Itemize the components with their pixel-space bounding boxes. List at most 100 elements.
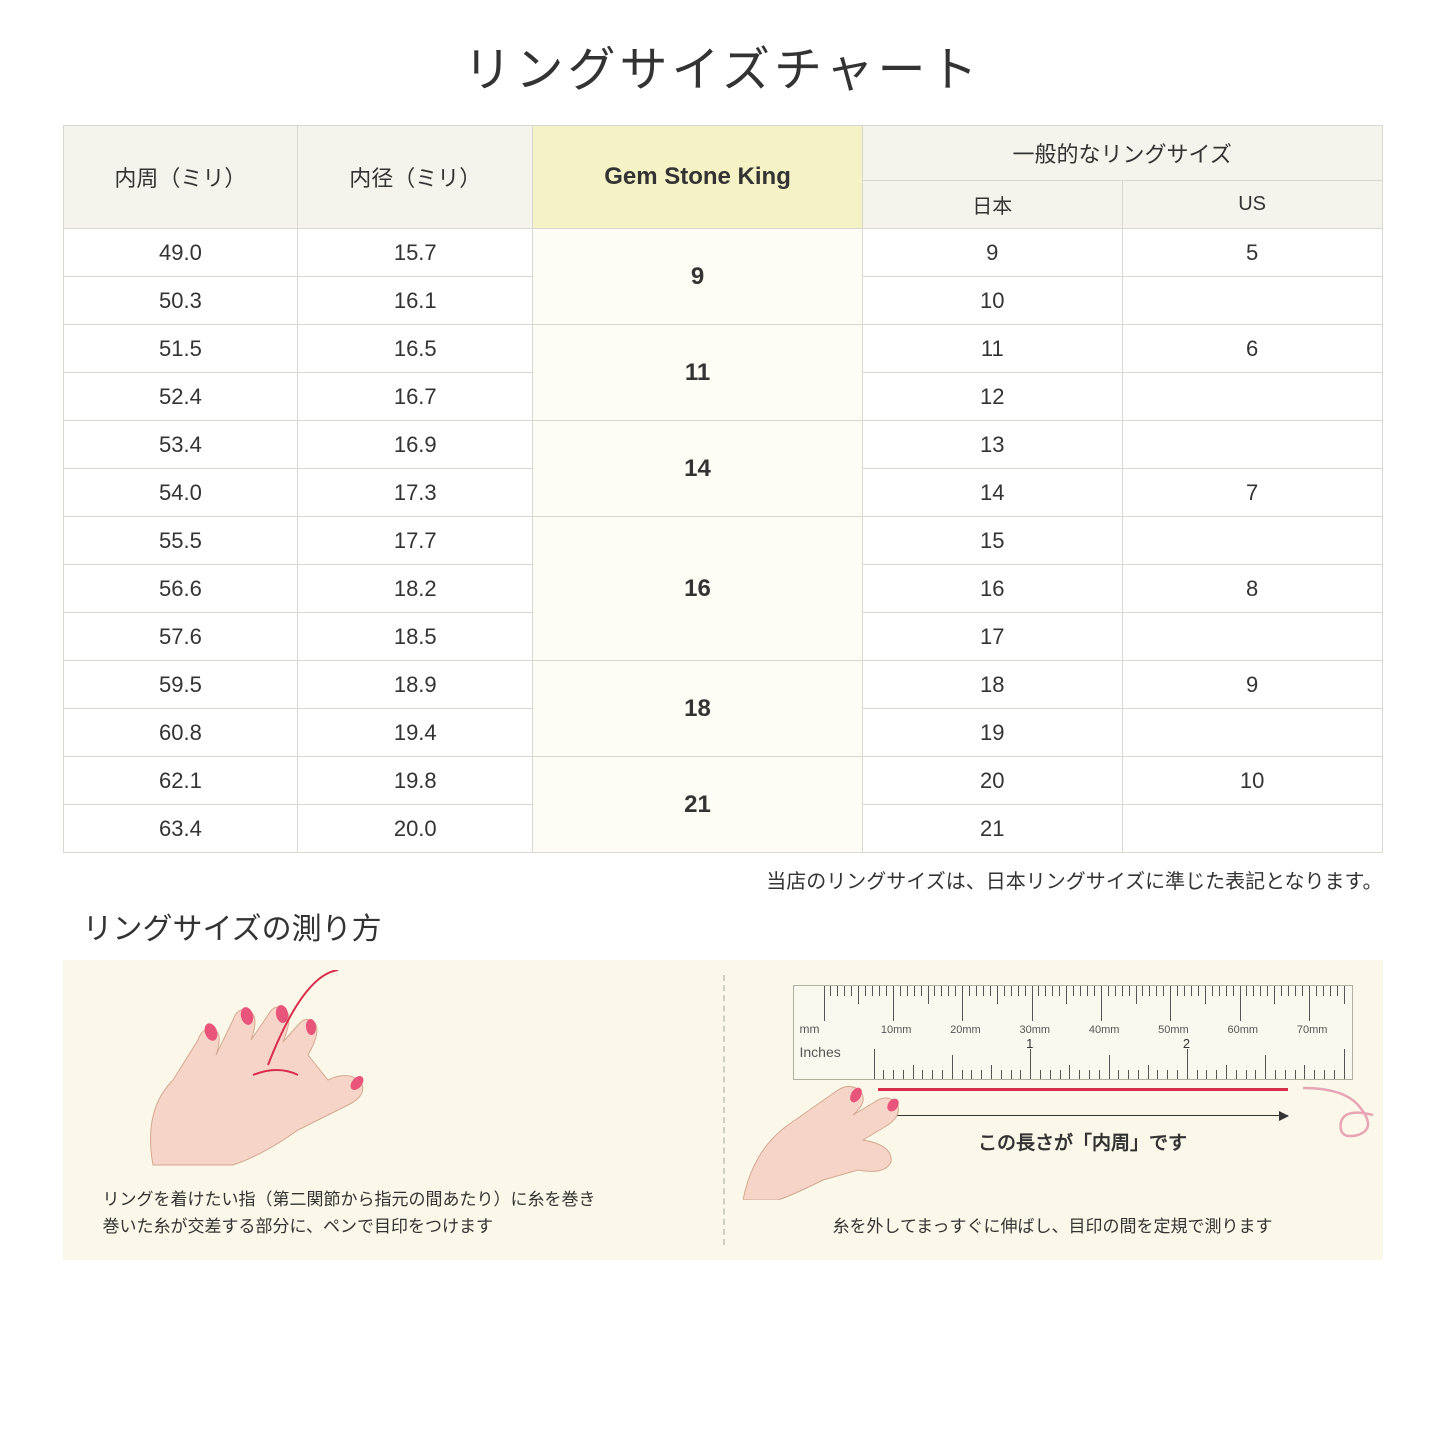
cell-japan: 14 xyxy=(862,469,1122,517)
cell-circumference: 57.6 xyxy=(63,613,298,661)
cell-diameter: 17.7 xyxy=(298,517,533,565)
cell-us xyxy=(1122,613,1382,661)
header-us: US xyxy=(1122,181,1382,229)
step2-caption: 糸を外してまっすぐに伸ばし、目印の間を定規で測ります xyxy=(763,1213,1343,1240)
inch-mark: 2 xyxy=(1183,1036,1190,1051)
cell-us: 10 xyxy=(1122,757,1382,805)
hand-hold-illustration xyxy=(743,1070,913,1200)
cell-us: 8 xyxy=(1122,565,1382,613)
cell-circumference: 53.4 xyxy=(63,421,298,469)
cell-gsk: 21 xyxy=(533,757,863,853)
length-label: この長さが「内周」です xyxy=(878,1128,1288,1155)
cell-us: 7 xyxy=(1122,469,1382,517)
cell-gsk: 11 xyxy=(533,325,863,421)
cell-japan: 11 xyxy=(862,325,1122,373)
mm-mark: 10mm xyxy=(881,1024,912,1036)
cell-japan: 21 xyxy=(862,805,1122,853)
cell-diameter: 16.1 xyxy=(298,277,533,325)
cell-gsk: 18 xyxy=(533,661,863,757)
cell-circumference: 50.3 xyxy=(63,277,298,325)
cell-diameter: 16.5 xyxy=(298,325,533,373)
howto-panel: リングを着けたい指（第二関節から指元の間あたり）に糸を巻き 巻いた糸が交差する部… xyxy=(63,960,1383,1260)
cell-circumference: 55.5 xyxy=(63,517,298,565)
footnote: 当店のリングサイズは、日本リングサイズに準じた表記となります。 xyxy=(63,865,1383,894)
cell-circumference: 52.4 xyxy=(63,373,298,421)
cell-us: 5 xyxy=(1122,229,1382,277)
table-row: 49.015.7995 xyxy=(63,229,1382,277)
cell-gsk: 14 xyxy=(533,421,863,517)
cell-us xyxy=(1122,517,1382,565)
mm-mark: 60mm xyxy=(1228,1024,1259,1036)
cell-japan: 20 xyxy=(862,757,1122,805)
header-japan: 日本 xyxy=(862,181,1122,229)
mm-label: mm xyxy=(800,1022,820,1036)
cell-diameter: 16.7 xyxy=(298,373,533,421)
header-general: 一般的なリングサイズ xyxy=(862,126,1382,181)
cell-diameter: 17.3 xyxy=(298,469,533,517)
inch-mark: 1 xyxy=(1026,1036,1033,1051)
header-gsk: Gem Stone King xyxy=(533,126,863,229)
cell-diameter: 18.2 xyxy=(298,565,533,613)
table-body: 49.015.799550.316.11051.516.51111652.416… xyxy=(63,229,1382,853)
cell-japan: 15 xyxy=(862,517,1122,565)
cell-gsk: 16 xyxy=(533,517,863,661)
cell-diameter: 20.0 xyxy=(298,805,533,853)
cell-us xyxy=(1122,277,1382,325)
mm-mark: 70mm xyxy=(1297,1024,1328,1036)
cell-diameter: 18.5 xyxy=(298,613,533,661)
thread-line xyxy=(878,1088,1288,1091)
mm-mark: 30mm xyxy=(1020,1024,1051,1036)
cell-circumference: 51.5 xyxy=(63,325,298,373)
cell-japan: 10 xyxy=(862,277,1122,325)
header-diameter: 内径（ミリ） xyxy=(298,126,533,229)
step1-caption: リングを着けたい指（第二関節から指元の間あたり）に糸を巻き 巻いた糸が交差する部… xyxy=(103,1186,683,1240)
cell-circumference: 49.0 xyxy=(63,229,298,277)
howto-title: リングサイズの測り方 xyxy=(63,904,1383,948)
cell-circumference: 59.5 xyxy=(63,661,298,709)
thread-curl xyxy=(1303,1080,1393,1150)
cell-japan: 19 xyxy=(862,709,1122,757)
cell-circumference: 60.8 xyxy=(63,709,298,757)
mm-mark: 50mm xyxy=(1158,1024,1189,1036)
cell-japan: 17 xyxy=(862,613,1122,661)
cell-us: 6 xyxy=(1122,325,1382,373)
cell-us xyxy=(1122,805,1382,853)
inches-label: Inches xyxy=(800,1044,841,1060)
cell-japan: 13 xyxy=(862,421,1122,469)
step2-panel: mm Inches 10mm 20mm 30mm 40mm 50mm 60mm 70mm 1… xyxy=(723,960,1383,1260)
table-row: 59.518.918189 xyxy=(63,661,1382,709)
mm-mark: 20mm xyxy=(950,1024,981,1036)
ruler-illustration: mm Inches 10mm 20mm 30mm 40mm 50mm 60mm 70mm 1… xyxy=(793,985,1353,1080)
cell-diameter: 18.9 xyxy=(298,661,533,709)
cell-circumference: 63.4 xyxy=(63,805,298,853)
cell-circumference: 56.6 xyxy=(63,565,298,613)
mm-mark: 40mm xyxy=(1089,1024,1120,1036)
table-row: 53.416.91413 xyxy=(63,421,1382,469)
measure-arrow xyxy=(878,1115,1288,1116)
cell-gsk: 9 xyxy=(533,229,863,325)
cell-us: 9 xyxy=(1122,661,1382,709)
cell-us xyxy=(1122,373,1382,421)
inch-ticks xyxy=(874,1044,1342,1079)
cell-diameter: 19.4 xyxy=(298,709,533,757)
cell-japan: 9 xyxy=(862,229,1122,277)
cell-japan: 18 xyxy=(862,661,1122,709)
header-circumference: 内周（ミリ） xyxy=(63,126,298,229)
cell-diameter: 16.9 xyxy=(298,421,533,469)
ring-size-table: 内周（ミリ） 内径（ミリ） Gem Stone King 一般的なリングサイズ … xyxy=(63,125,1383,853)
cell-us xyxy=(1122,709,1382,757)
cell-circumference: 62.1 xyxy=(63,757,298,805)
cell-us xyxy=(1122,421,1382,469)
cell-japan: 12 xyxy=(862,373,1122,421)
step1-panel: リングを着けたい指（第二関節から指元の間あたり）に糸を巻き 巻いた糸が交差する部… xyxy=(63,960,723,1260)
table-row: 51.516.511116 xyxy=(63,325,1382,373)
page-title: リングサイズチャート xyxy=(0,0,1445,125)
cell-circumference: 54.0 xyxy=(63,469,298,517)
table-row: 62.119.8212010 xyxy=(63,757,1382,805)
hand-wrap-illustration xyxy=(103,970,423,1170)
cell-japan: 16 xyxy=(862,565,1122,613)
mm-ticks: 10mm 20mm 30mm 40mm 50mm 60mm 70mm xyxy=(824,986,1342,1046)
cell-diameter: 19.8 xyxy=(298,757,533,805)
table-row: 55.517.71615 xyxy=(63,517,1382,565)
cell-diameter: 15.7 xyxy=(298,229,533,277)
